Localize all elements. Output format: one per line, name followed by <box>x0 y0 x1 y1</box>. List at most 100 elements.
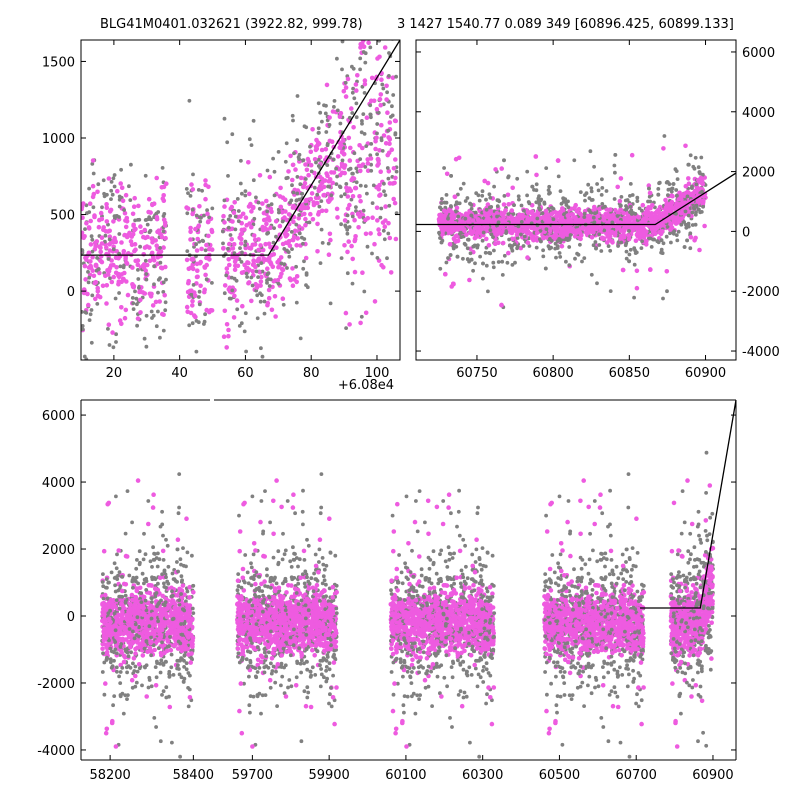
data-point-pink <box>112 235 117 241</box>
data-point-pink <box>649 213 654 218</box>
data-point-grey <box>238 181 243 186</box>
data-point-pink <box>542 217 548 222</box>
data-point-grey <box>684 225 689 230</box>
data-point-pink <box>162 292 167 298</box>
data-point-pink <box>484 236 489 242</box>
data-point-grey <box>137 549 142 554</box>
data-point-grey <box>202 322 206 326</box>
data-point-pink <box>138 310 143 315</box>
data-point-grey <box>90 237 95 242</box>
data-point-grey <box>109 197 113 202</box>
data-point-pink <box>292 228 298 234</box>
data-point-grey <box>302 259 306 264</box>
data-point-pink <box>612 232 618 238</box>
data-point-pink <box>377 148 382 153</box>
data-point-pink <box>482 178 488 184</box>
data-point-pink <box>186 266 192 272</box>
data-point-pink <box>357 194 362 199</box>
data-point-grey <box>125 489 130 493</box>
data-point-grey <box>344 182 349 186</box>
data-point-grey <box>472 243 477 248</box>
data-point-grey <box>359 130 364 135</box>
data-point-grey <box>171 673 176 677</box>
data-point-grey <box>575 251 579 256</box>
data-point-grey <box>688 206 693 211</box>
data-point-pink <box>499 166 505 171</box>
data-point-grey <box>190 321 195 326</box>
data-point-grey <box>106 327 110 331</box>
data-point-pink <box>132 195 137 201</box>
data-point-grey <box>144 277 149 282</box>
data-point-grey <box>519 220 524 224</box>
data-point-grey <box>578 242 582 247</box>
data-point-grey <box>456 192 460 197</box>
data-point-grey <box>87 275 92 280</box>
data-point-grey <box>162 581 166 586</box>
data-point-grey <box>516 194 521 199</box>
data-point-grey <box>82 354 87 359</box>
data-point-grey <box>604 189 609 193</box>
data-point-pink <box>664 201 669 207</box>
data-point-grey <box>262 311 267 316</box>
data-point-grey <box>345 271 350 276</box>
data-point-pink <box>151 201 157 206</box>
data-point-grey <box>362 91 367 95</box>
data-point-pink <box>88 218 93 224</box>
data-point-grey <box>226 217 231 222</box>
data-point-grey <box>444 193 449 197</box>
data-point-grey <box>558 189 563 194</box>
data-point-grey <box>320 241 325 245</box>
data-point-pink <box>118 181 123 186</box>
data-point-pink <box>440 228 446 234</box>
data-point-grey <box>314 160 318 165</box>
data-point-grey <box>345 213 350 218</box>
data-point-grey <box>589 186 594 191</box>
data-point-pink <box>93 296 98 302</box>
data-point-grey <box>375 131 379 136</box>
data-point-grey <box>136 277 141 281</box>
data-point-pink <box>298 175 304 181</box>
data-point-grey <box>375 256 380 260</box>
data-point-grey <box>539 197 544 202</box>
data-point-grey <box>109 570 114 575</box>
data-point-pink <box>588 223 594 228</box>
data-point-pink <box>618 176 624 181</box>
data-point-grey <box>589 272 594 277</box>
data-point-pink <box>205 255 211 261</box>
data-point-pink <box>153 238 158 243</box>
data-point-pink <box>302 180 308 186</box>
data-point-pink <box>610 229 615 235</box>
data-point-grey <box>553 241 558 246</box>
data-point-pink <box>387 4 392 9</box>
data-point-grey <box>171 577 176 581</box>
data-point-pink <box>83 277 88 282</box>
data-point-pink <box>131 204 137 209</box>
data-point-pink <box>122 315 128 321</box>
data-point-pink <box>373 139 378 144</box>
data-point-grey <box>455 254 460 259</box>
data-point-grey <box>237 324 242 328</box>
data-point-pink <box>351 125 356 130</box>
data-point-grey <box>522 208 526 213</box>
data-point-pink <box>266 287 272 293</box>
data-point-grey <box>473 261 477 266</box>
y-tick-label: 0 <box>742 225 750 240</box>
data-point-grey <box>527 244 532 248</box>
data-point-pink <box>635 231 641 236</box>
data-point-pink <box>107 228 112 234</box>
data-point-pink <box>580 225 586 230</box>
data-point-grey <box>304 271 309 276</box>
data-point-pink <box>123 192 129 198</box>
data-point-pink <box>349 243 354 249</box>
data-point-grey <box>446 216 450 221</box>
data-point-grey <box>382 237 387 242</box>
data-point-grey <box>272 193 277 198</box>
data-point-grey <box>327 184 332 189</box>
data-point-grey <box>268 277 273 282</box>
data-point-pink <box>376 161 381 167</box>
data-point-grey <box>481 276 485 281</box>
data-point-grey <box>103 233 108 238</box>
data-point-pink <box>525 217 530 222</box>
data-point-grey <box>152 282 156 287</box>
data-point-grey <box>383 193 388 198</box>
